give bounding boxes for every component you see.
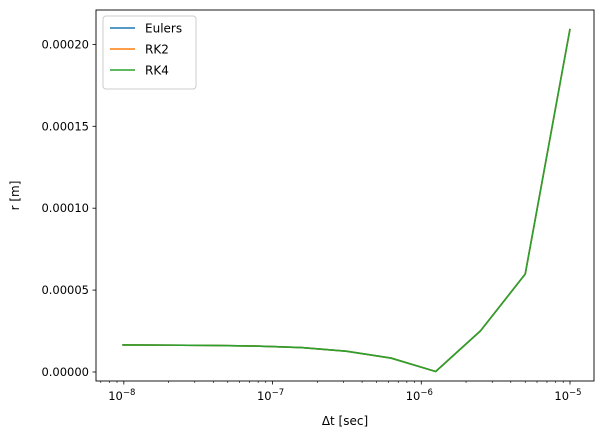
legend-label: RK4 bbox=[145, 64, 169, 78]
y-tick-label: 0.00000 bbox=[41, 365, 89, 379]
x-tick-label-exponent: −6 bbox=[420, 388, 433, 398]
y-tick-label: 0.00010 bbox=[41, 201, 89, 215]
x-tick-label-exponent: −5 bbox=[569, 388, 582, 398]
x-tick-label: 10−5 bbox=[554, 388, 581, 403]
x-tick-label: 10−6 bbox=[406, 388, 433, 403]
y-tick-label: 0.00005 bbox=[41, 283, 89, 297]
x-tick-label-exponent: −7 bbox=[272, 388, 285, 398]
legend: Eulers RK2 RK4 bbox=[102, 15, 197, 90]
y-axis-label: r [m] bbox=[8, 181, 22, 211]
series-layer bbox=[122, 28, 571, 373]
y-tick-label: 0.00015 bbox=[41, 119, 89, 133]
x-tick-label-exponent: −8 bbox=[123, 388, 136, 398]
x-axis-ticks: 10−8 10−7 10−6 10−5 bbox=[108, 381, 582, 403]
y-tick-label: 0.00020 bbox=[41, 37, 89, 51]
x-axis-label: Δt [sec] bbox=[322, 414, 368, 428]
x-tick-label: 10−7 bbox=[257, 388, 284, 403]
y-axis-ticks: 0.00000 0.00005 0.00010 0.00015 0.00020 bbox=[41, 37, 96, 379]
series-line-rk4 bbox=[122, 28, 571, 373]
x-tick-label-base: 10 bbox=[108, 389, 123, 403]
x-tick-label-base: 10 bbox=[406, 389, 421, 403]
x-tick-label-base: 10 bbox=[554, 389, 569, 403]
legend-label: Eulers bbox=[145, 22, 182, 36]
plot-frame bbox=[95, 9, 595, 382]
x-tick-label: 10−8 bbox=[108, 388, 135, 403]
x-tick-label-base: 10 bbox=[257, 389, 272, 403]
legend-label: RK2 bbox=[145, 43, 169, 57]
